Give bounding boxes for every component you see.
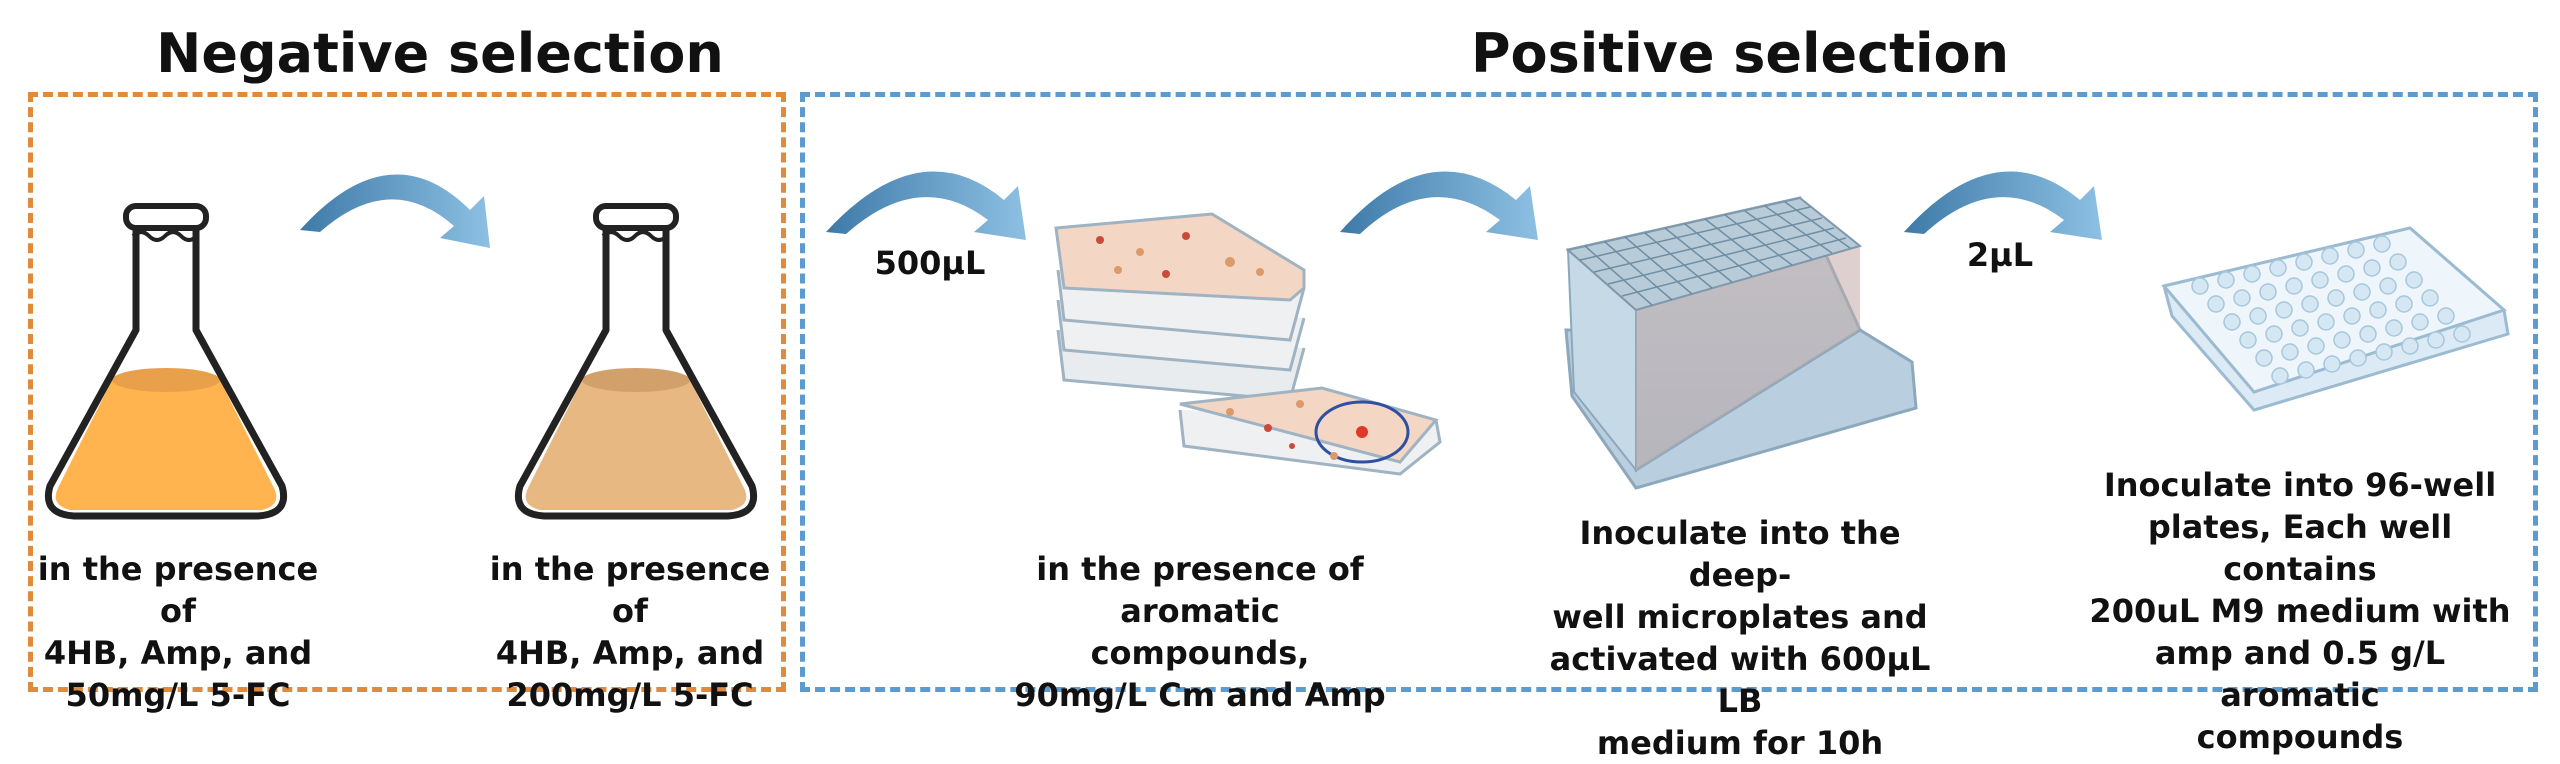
96-well-caption: Inoculate into 96-well plates, Each well… xyxy=(2089,466,2511,756)
deep-well-caption: Inoculate into the deep- well microplate… xyxy=(1549,514,1931,762)
flask-icon xyxy=(515,203,757,520)
96-well-plate-icon xyxy=(2161,226,2510,412)
flask-2-caption: in the presence of 4HB, Amp, and 200mg/L… xyxy=(489,550,771,714)
arrow-icon xyxy=(1904,171,2102,240)
diagram-artwork xyxy=(45,171,2510,520)
deep-well-microplate-icon xyxy=(1564,196,1918,490)
petri-dish-stack-icon xyxy=(1054,212,1306,402)
negative-selection-title: Negative selection xyxy=(156,22,724,85)
positive-selection-title: Positive selection xyxy=(1470,22,2010,85)
flask-icon xyxy=(45,203,287,520)
negative-selection-frame xyxy=(28,92,786,692)
flask-liquid xyxy=(55,380,277,510)
volume-label-500ul: 500µL xyxy=(874,244,986,282)
arrow-icon xyxy=(300,174,490,248)
petri-dish-caption: in the presence of aromatic compounds, 9… xyxy=(1014,550,1386,714)
volume-label-2ul: 2µL xyxy=(1966,236,2034,274)
flask-liquid xyxy=(525,380,747,510)
flask-1-caption: in the presence of 4HB, Amp, and 50mg/L … xyxy=(37,550,319,714)
arrow-icon xyxy=(1340,171,1538,240)
petri-dish-icon xyxy=(1178,386,1442,476)
positive-selection-frame xyxy=(800,92,2538,692)
arrow-icon xyxy=(826,171,1026,240)
